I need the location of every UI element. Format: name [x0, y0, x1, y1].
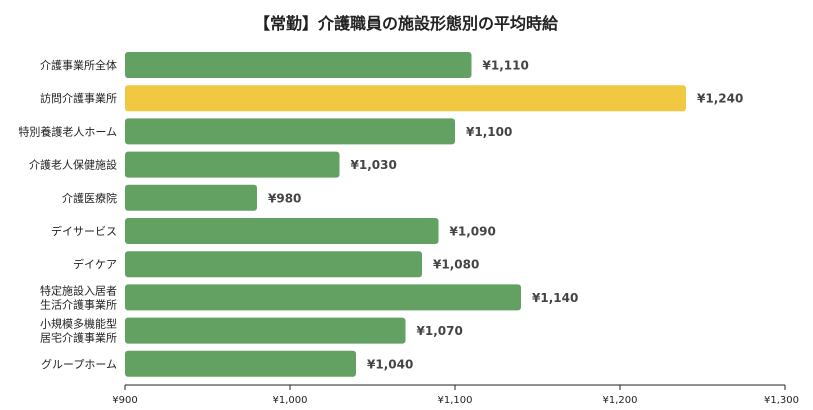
bar-10 — [125, 350, 356, 377]
bar-8 — [125, 284, 521, 311]
bar-2 — [125, 85, 686, 112]
bar-1 — [125, 52, 472, 78]
x-tick-label-2: ¥1,000 — [273, 395, 308, 406]
bar-4 — [125, 151, 340, 178]
category-labels: 介護事業所全体訪問介護事業所特別養護老人ホーム介護老人保健施設介護医療院デイサー… — [18, 58, 117, 371]
x-tick-label-4: ¥1,200 — [603, 395, 638, 406]
value-label-2: ¥1,240 — [697, 92, 743, 106]
category-label-1: 介護事業所全体 — [40, 58, 117, 72]
category-label-5: 介護医療院 — [62, 191, 117, 205]
category-label-6: デイサービス — [51, 224, 117, 238]
value-labels: ¥1,110 ¥1,240 ¥1,100 ¥1,030 ¥980 ¥1,090 ¥1,080… — [268, 59, 743, 372]
category-label-10: グループホーム — [41, 357, 117, 371]
category-label-8-line-1: 特定施設入居者 — [40, 283, 117, 297]
value-label-9: ¥1,070 — [417, 324, 463, 338]
category-label-8-line-2: 生活介護事業所 — [40, 297, 117, 311]
value-label-5: ¥980 — [268, 191, 301, 205]
bars-group — [125, 52, 686, 377]
category-label-2: 訪問介護事業所 — [40, 91, 117, 105]
bar-6 — [125, 218, 439, 244]
bar-7 — [125, 251, 422, 278]
value-label-8: ¥1,140 — [532, 291, 578, 305]
value-label-6: ¥1,090 — [450, 225, 496, 239]
x-axis-ticks: ¥900 ¥1,000 ¥1,100 ¥1,200 ¥1,300 — [112, 385, 799, 406]
value-label-7: ¥1,080 — [433, 258, 479, 272]
value-label-10: ¥1,040 — [367, 357, 413, 371]
category-label-4: 介護老人保健施設 — [29, 158, 117, 172]
x-tick-label-5: ¥1,300 — [764, 395, 799, 406]
bar-9 — [125, 317, 406, 344]
category-label-9-line-1: 小規模多機能型 — [40, 317, 117, 331]
value-label-4: ¥1,030 — [351, 158, 397, 172]
x-tick-label-1: ¥900 — [112, 395, 137, 406]
category-label-3: 特別養護老人ホーム — [18, 124, 117, 138]
category-label-7: デイケア — [73, 257, 117, 271]
value-label-3: ¥1,100 — [466, 125, 512, 139]
value-label-1: ¥1,110 — [483, 59, 529, 73]
x-tick-label-3: ¥1,100 — [438, 395, 473, 406]
bar-5 — [125, 184, 257, 211]
category-label-9-line-2: 居宅介護事業所 — [40, 331, 117, 345]
bar-3 — [125, 118, 455, 145]
chart-title: 【常勤】介護職員の施設形態別の平均時給 — [254, 14, 559, 33]
